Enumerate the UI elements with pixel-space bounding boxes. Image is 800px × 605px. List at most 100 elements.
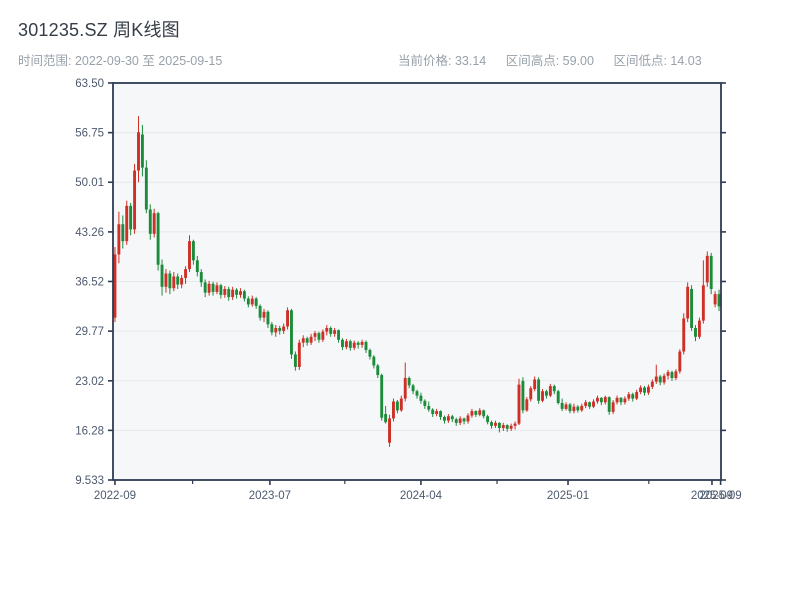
candle-body <box>368 350 372 357</box>
candle-body <box>152 213 156 234</box>
candle-body <box>313 333 317 337</box>
candle-body <box>270 324 274 333</box>
candle-body <box>176 276 180 285</box>
candle-body <box>494 422 497 426</box>
candle-body <box>678 351 682 372</box>
candle-body <box>282 326 286 331</box>
candle-body <box>262 311 266 318</box>
candle-body <box>266 311 270 325</box>
candle-body <box>454 419 458 423</box>
y-tick-label: 63.50 <box>75 78 104 90</box>
candle-body <box>384 414 388 423</box>
candle-body <box>623 398 627 403</box>
candle-body <box>254 298 258 306</box>
candle-body <box>639 387 643 392</box>
candle-body <box>450 416 454 420</box>
candle-body <box>137 132 140 171</box>
y-tick-label: 43.26 <box>75 227 104 239</box>
candle-body <box>274 327 278 333</box>
candle-body <box>592 401 595 407</box>
candle-body <box>199 272 203 283</box>
range-high-label: 区间高点: 59.00 <box>505 54 594 68</box>
candle-body <box>611 402 615 412</box>
candle-body <box>250 298 254 305</box>
candle-body <box>533 379 537 390</box>
candle-body <box>372 356 376 366</box>
candle-body <box>195 260 199 273</box>
candle-body <box>474 411 478 415</box>
candle-body <box>191 241 195 261</box>
candle-body <box>395 401 399 411</box>
candle-body <box>290 310 293 355</box>
candle-body <box>325 327 329 332</box>
candle-body <box>207 283 211 293</box>
candle-body <box>501 425 505 429</box>
candle-body <box>129 205 133 230</box>
candle-body <box>458 418 462 423</box>
candle-body <box>435 411 439 415</box>
y-tick-label: 9.533 <box>75 475 104 487</box>
candle-body <box>552 386 556 392</box>
candle-body <box>690 288 694 328</box>
candles-group <box>113 116 721 447</box>
candle-body <box>227 288 231 298</box>
candle-body <box>293 354 297 367</box>
candle-body <box>439 411 442 417</box>
candle-body <box>203 282 207 293</box>
candle-body <box>117 224 121 255</box>
candle-body <box>674 371 678 378</box>
candle-body <box>305 338 309 343</box>
candle-body <box>686 286 690 319</box>
candle-body <box>415 391 419 396</box>
candle-body <box>595 397 599 402</box>
candle-body <box>172 276 176 289</box>
candle-body <box>403 377 407 399</box>
candle-body <box>509 425 513 429</box>
candle-body <box>309 336 313 343</box>
candle-body <box>705 255 709 283</box>
candle-body <box>329 327 333 334</box>
candle-body <box>297 342 301 367</box>
candle-body <box>682 318 686 352</box>
candle-body <box>242 291 246 299</box>
candle-body <box>133 170 137 230</box>
candle-body <box>223 288 227 295</box>
candle-body <box>352 342 356 348</box>
candle-body <box>160 264 164 287</box>
candle-body <box>321 331 325 340</box>
candle-body <box>588 402 592 407</box>
candle-body <box>560 403 564 409</box>
candle-body <box>697 320 701 337</box>
candle-body <box>446 416 450 421</box>
candle-body <box>348 341 352 348</box>
candle-body <box>140 134 144 168</box>
candle-body <box>635 391 639 399</box>
candle-body <box>356 342 360 345</box>
candle-body <box>662 375 666 383</box>
candle-body <box>443 416 446 421</box>
candle-body <box>392 401 395 419</box>
candle-body <box>576 406 580 411</box>
candle-body <box>388 418 391 443</box>
candle-body <box>231 289 235 298</box>
candle-body <box>615 397 619 403</box>
candle-body <box>113 254 117 318</box>
candle-body <box>486 416 490 423</box>
candle-body <box>694 327 697 337</box>
candle-body <box>517 384 521 424</box>
candle-body <box>235 289 239 295</box>
candle-body <box>568 404 572 412</box>
candle-body <box>713 294 717 305</box>
candle-body <box>364 341 368 351</box>
candle-body <box>619 397 623 403</box>
candle-body <box>521 380 525 411</box>
candle-body <box>239 291 242 295</box>
candle-body <box>419 395 423 401</box>
candle-body <box>317 333 321 340</box>
candle-body <box>580 405 584 411</box>
candle-body <box>360 341 364 345</box>
candle-body <box>337 330 340 340</box>
candle-body <box>219 285 223 295</box>
